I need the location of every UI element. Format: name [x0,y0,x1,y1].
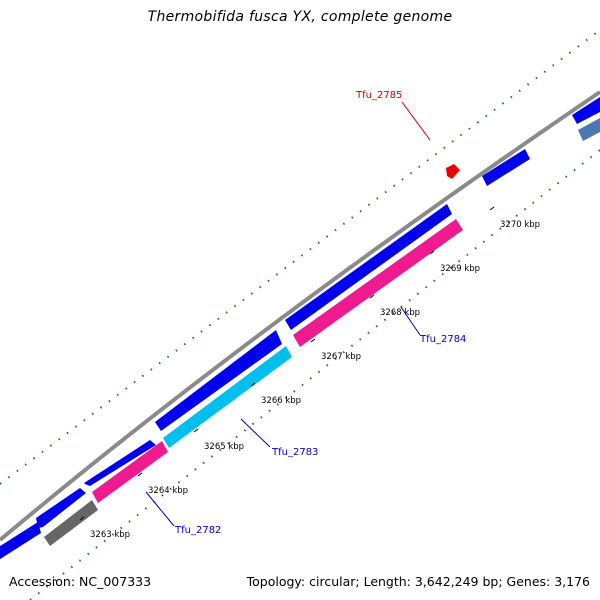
topology-info: Topology: circular; Length: 3,642,249 bp… [246,574,590,589]
scale-tick-mark [369,294,375,299]
leader-tfu2785 [401,101,431,141]
scale-tick-mark [193,428,199,433]
scale-tick-label: 3265 kbp [204,442,244,452]
gene-feature[interactable] [92,441,168,503]
scale-tick-mark [310,338,316,343]
scale-tick-mark [250,382,256,387]
gene-label-tfu2782[interactable]: Tfu_2782 [174,525,221,536]
scale-tick-label: 3263 kbp [90,530,130,540]
gene-feature[interactable] [293,219,463,347]
map-title: Thermobifida fusca YX, complete genome [147,9,453,25]
leader-tfu2784 [400,306,421,336]
gene-feature[interactable] [572,97,600,124]
gene-feature[interactable] [285,204,452,330]
scale-tick-label: 3269 kbp [440,264,480,274]
gene-feature[interactable] [0,522,41,561]
scale-tick-mark [79,516,85,521]
scale-tick-mark [137,472,143,477]
gc-track-upper [0,29,600,485]
scale-ticks: 3263 kbp 3264 kbp 3265 kbp 3266 kbp 3267 kbp… [79,206,540,540]
accession-info: Accession: NC_007333 [9,574,152,589]
scale-tick-label: 3270 kbp [500,220,540,230]
scale-tick-label: 3266 kbp [261,396,301,406]
scale-tick-label: 3267 kbp [321,352,361,362]
forward-strand-genes [0,97,600,561]
gene-feature[interactable] [84,440,156,486]
reverse-strand-genes [44,219,463,546]
gene-labels: Tfu_2785 Tfu_2784 Tfu_2783 Tfu_2782 [174,90,466,536]
gene-feature[interactable] [44,500,98,546]
gene-feature[interactable] [163,346,292,448]
gene-label-tfu2785[interactable]: Tfu_2785 [355,90,402,101]
genome-backbone [0,90,600,542]
gene-feature[interactable] [155,330,282,431]
gene-label-tfu2784[interactable]: Tfu_2784 [419,334,466,345]
gene-feature[interactable] [36,488,86,528]
scale-tick-mark [489,206,495,211]
gene-marker-tfu2785[interactable] [446,164,460,179]
scale-tick-label: 3268 kbp [380,308,420,318]
label-leaders [145,101,431,527]
leader-tfu2782 [145,491,175,527]
scale-tick-mark [429,250,435,255]
scale-tick-label: 3264 kbp [148,486,188,496]
gene-label-tfu2783[interactable]: Tfu_2783 [271,447,318,458]
gene-feature[interactable] [482,149,530,186]
gene-feature[interactable] [578,118,600,141]
leader-tfu2783 [240,418,271,448]
